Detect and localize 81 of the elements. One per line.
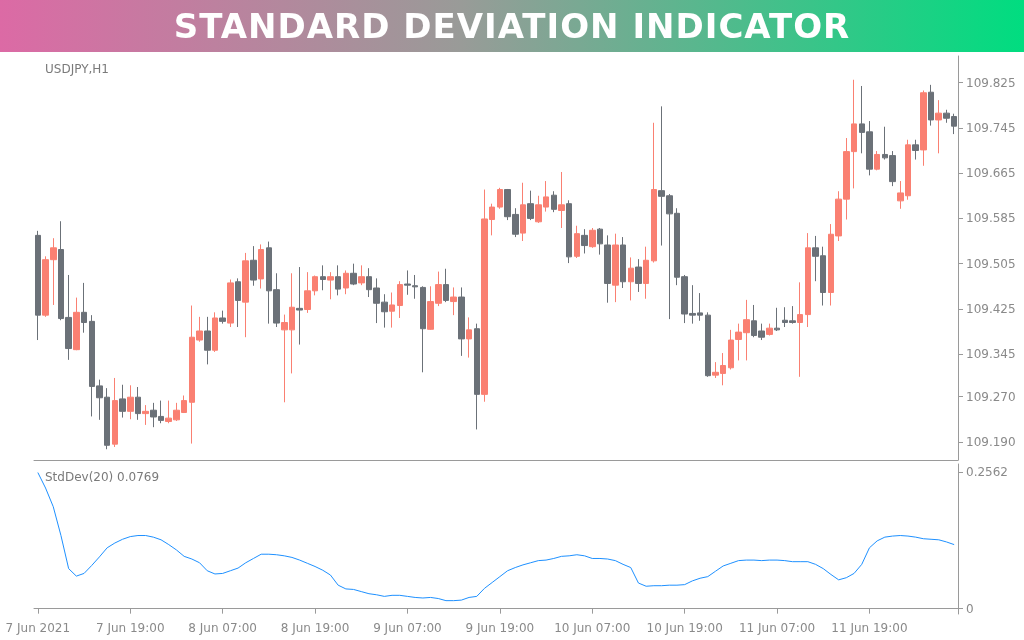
candlestick xyxy=(620,236,626,289)
x-tick-label: 10 Jun 19:00 xyxy=(646,621,723,635)
candlestick xyxy=(805,232,811,328)
candlestick xyxy=(420,285,426,373)
candlestick xyxy=(335,264,341,296)
candlestick xyxy=(458,286,465,357)
candlestick xyxy=(343,269,349,295)
y-tick-label: 109.505 xyxy=(966,256,1016,271)
x-tick-label: 7 Jun 19:00 xyxy=(95,621,165,635)
candlestick xyxy=(705,311,711,378)
y-tick-label: 109.345 xyxy=(966,347,1016,362)
candlestick xyxy=(928,84,934,127)
candlestick xyxy=(466,316,472,359)
candlestick xyxy=(320,264,326,291)
candlestick xyxy=(242,252,249,338)
candlestick xyxy=(574,225,580,259)
candlestick xyxy=(397,280,403,319)
x-tick-label: 11 Jun 19:00 xyxy=(831,621,908,635)
candlestick xyxy=(920,90,927,167)
candlestick xyxy=(651,122,657,264)
y-tick-label: 0 xyxy=(966,601,974,616)
x-tick-label: 9 Jun 19:00 xyxy=(465,621,535,635)
candlestick xyxy=(581,228,588,254)
x-tick-label: 7 Jun 2021 xyxy=(5,621,71,635)
candlestick xyxy=(250,245,257,287)
x-tick-label: 8 Jun 19:00 xyxy=(280,621,350,635)
candlestick xyxy=(112,377,118,448)
candlestick xyxy=(766,323,773,337)
candlestick xyxy=(227,279,234,328)
candlestick xyxy=(527,190,534,221)
candlestick xyxy=(142,404,149,426)
text: StdDev(20) 0.0769 xyxy=(45,470,160,484)
candlestick xyxy=(443,268,449,303)
x-tick-label: 10 Jun 07:00 xyxy=(554,621,631,635)
candlestick xyxy=(628,256,634,301)
y-tick-label: 109.425 xyxy=(966,301,1016,316)
y-tick-label: 109.745 xyxy=(966,120,1016,135)
candlestick xyxy=(204,316,211,365)
candlestick xyxy=(797,281,803,378)
candlestick xyxy=(73,297,80,351)
candlestick xyxy=(358,264,365,286)
candlestick xyxy=(635,258,642,293)
candlestick xyxy=(350,263,357,286)
candlestick xyxy=(520,182,526,242)
candlestick xyxy=(389,292,395,329)
candlestick xyxy=(119,384,126,419)
candlestick xyxy=(296,266,303,346)
candlestick xyxy=(135,386,141,421)
candlestick xyxy=(589,227,596,249)
text: USDJPY,H1 xyxy=(45,62,109,76)
candlestick xyxy=(558,171,565,229)
candlestick xyxy=(474,323,480,430)
candlestick xyxy=(874,150,880,171)
candlestick xyxy=(497,187,503,210)
x-tick-label: 11 Jun 07:00 xyxy=(738,621,816,635)
x-tick-label: 8 Jun 07:00 xyxy=(188,621,257,635)
y-tick-label: 109.665 xyxy=(966,166,1016,181)
candlestick xyxy=(643,246,649,300)
candlestick xyxy=(235,277,241,328)
candlestick xyxy=(612,233,619,303)
line-series xyxy=(37,472,955,602)
x-tick-label: 9 Jun 07:00 xyxy=(373,621,442,635)
y-tick-label: 109.585 xyxy=(966,211,1016,226)
y-tick-label: 109.270 xyxy=(966,389,1016,404)
candlestick xyxy=(258,243,264,290)
candlestick xyxy=(327,271,334,300)
candlestick xyxy=(912,139,919,161)
candlestick xyxy=(81,282,87,334)
y-tick-label: 0.2562 xyxy=(966,464,1008,479)
candlestick xyxy=(935,99,942,154)
chart-title: STANDARD DEVIATION INDICATOR xyxy=(0,0,1024,52)
y-tick-label: 109.825 xyxy=(966,75,1016,90)
candlestick xyxy=(566,199,572,264)
candlestick xyxy=(35,230,41,341)
candlestick xyxy=(219,310,226,325)
candlestick xyxy=(774,307,780,332)
candlestick xyxy=(212,311,218,353)
candlestick xyxy=(127,384,134,420)
y-tick-label: 109.190 xyxy=(966,434,1016,449)
candlestick xyxy=(450,286,457,316)
candlestick xyxy=(551,190,557,213)
